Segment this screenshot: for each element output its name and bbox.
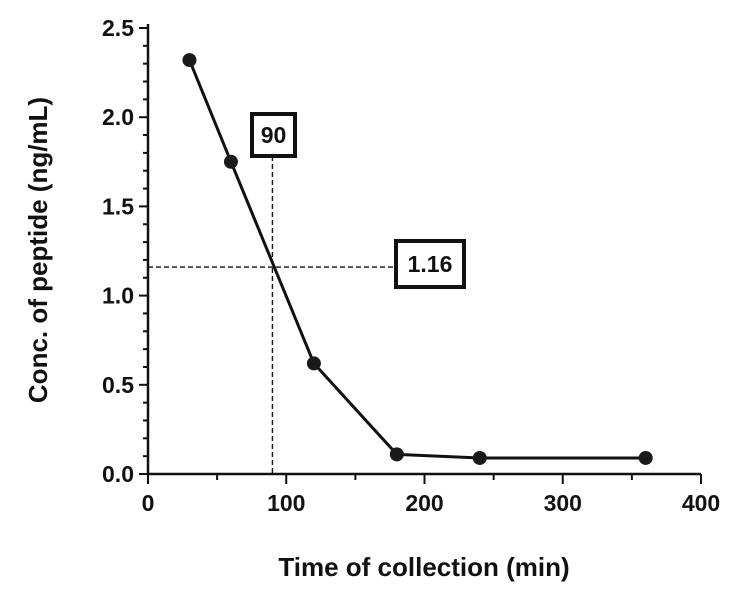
x-tick-label: 400 — [682, 490, 720, 516]
data-point — [306, 356, 321, 371]
y-tick-label: 2.0 — [102, 104, 134, 130]
y-ticks: 0.0 0.5 1.0 1.5 2.0 2.5 — [102, 15, 148, 487]
x-ticks: 0 100 200 300 400 — [142, 474, 720, 516]
y-marker-label: 1.16 — [408, 251, 453, 277]
x-marker-label: 90 — [261, 122, 287, 148]
x-tick-label: 100 — [267, 490, 305, 516]
y-tick-label: 0.0 — [102, 461, 134, 487]
x-axis-title: Time of collection (min) — [278, 552, 569, 582]
series-line — [188, 59, 646, 460]
data-point — [472, 450, 487, 465]
x-tick-label: 200 — [405, 490, 443, 516]
y-tick-label: 2.5 — [102, 15, 134, 41]
x-tick-label: 0 — [142, 490, 155, 516]
data-point — [638, 450, 653, 465]
y-tick-label: 1.0 — [102, 283, 134, 309]
y-axis-title: Conc. of peptide (ng/mL) — [23, 97, 53, 403]
axes: 0.0 0.5 1.0 1.5 2.0 2.5 0 100 200 300 400 — [102, 15, 720, 516]
x-marker-box — [250, 112, 297, 158]
data-point — [223, 154, 238, 169]
y-tick-label: 0.5 — [102, 372, 134, 398]
y-marker-box — [394, 239, 466, 289]
y-tick-label: 1.5 — [102, 193, 134, 219]
x-marker-annotation: 90 — [250, 112, 297, 158]
data-point — [182, 53, 197, 68]
x-tick-label: 300 — [544, 490, 582, 516]
y-marker-annotation: 1.16 — [394, 239, 466, 289]
data-points — [182, 53, 653, 465]
data-point — [389, 447, 404, 462]
